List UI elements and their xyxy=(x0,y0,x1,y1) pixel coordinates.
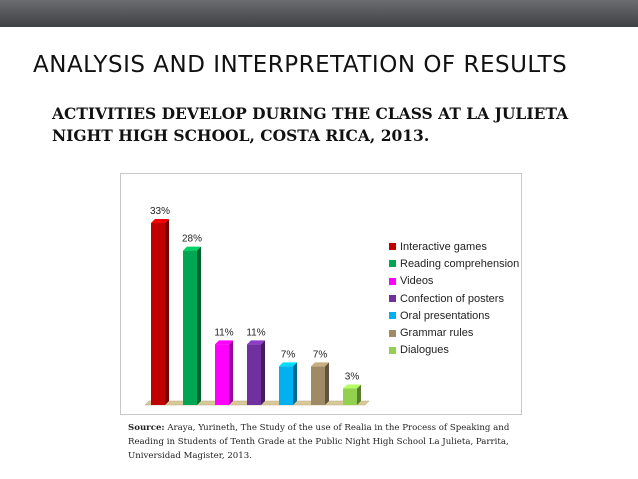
page-title: ANALYSIS AND INTERPRETATION OF RESULTS xyxy=(33,52,568,78)
bar-top-6 xyxy=(311,362,329,367)
bar-5 xyxy=(279,366,293,405)
legend-label: Confection of posters xyxy=(400,292,504,305)
legend-item: Dialogues xyxy=(389,342,519,359)
bar-side-4 xyxy=(261,340,265,405)
legend-swatch xyxy=(389,243,396,251)
bar-side-7 xyxy=(357,384,361,405)
top-bar xyxy=(0,0,638,27)
chart-area: 33% 28% 11% 11% 7% 7% 3% Interactive games Read… xyxy=(120,173,522,415)
data-label-7: 3% xyxy=(345,371,360,382)
data-label-2: 28% xyxy=(182,234,202,245)
bar-1 xyxy=(151,223,165,405)
legend-item: Grammar rules xyxy=(389,324,519,341)
bar-6 xyxy=(311,366,325,405)
source-label: Source: xyxy=(128,423,165,433)
legend-swatch xyxy=(389,295,396,303)
bar-top-3 xyxy=(215,340,233,345)
bar-2 xyxy=(183,250,197,405)
legend-label: Videos xyxy=(400,275,434,288)
chart-subtitle: ACTIVITIES DEVELOP DURING THE CLASS AT L… xyxy=(52,104,569,145)
legend-swatch xyxy=(389,346,396,354)
bar-side-5 xyxy=(293,362,297,405)
legend-swatch xyxy=(389,277,396,285)
legend-swatch xyxy=(389,329,396,337)
legend-swatch xyxy=(389,312,396,320)
bar-4 xyxy=(247,344,261,405)
bar-side-3 xyxy=(229,340,233,405)
legend-item: Oral presentations xyxy=(389,307,519,324)
source-note: Source: Araya, Yurineth, The Study of th… xyxy=(128,421,528,463)
bar-side-1 xyxy=(165,219,169,405)
legend-label: Reading comprehension xyxy=(400,257,520,270)
chart-legend: Interactive games Reading comprehension Vi… xyxy=(389,238,519,359)
legend-item: Videos xyxy=(389,273,519,290)
legend-item: Confection of posters xyxy=(389,290,519,307)
bar-top-7 xyxy=(343,384,361,389)
legend-swatch xyxy=(389,260,396,268)
bar-3 xyxy=(215,344,229,405)
data-label-5: 7% xyxy=(281,349,296,360)
data-label-3: 11% xyxy=(214,327,233,338)
legend-label: Interactive games xyxy=(400,240,487,253)
data-label-6: 7% xyxy=(313,349,328,360)
legend-label: Dialogues xyxy=(400,344,449,357)
bar-top-1 xyxy=(151,219,169,224)
bar-top-5 xyxy=(279,362,297,367)
data-label-1: 33% xyxy=(150,206,170,217)
bar-top-2 xyxy=(183,246,201,251)
legend-label: Oral presentations xyxy=(400,309,490,322)
legend-item: Reading comprehension xyxy=(389,255,519,272)
bar-side-6 xyxy=(325,362,329,405)
bar-7 xyxy=(343,388,357,405)
source-text: Araya, Yurineth, The Study of the use of… xyxy=(128,423,510,461)
data-label-4: 11% xyxy=(246,327,265,338)
bar-side-2 xyxy=(197,246,201,405)
bar-chart: 33% 28% 11% 11% 7% 7% 3% xyxy=(144,206,370,406)
legend-label: Grammar rules xyxy=(400,327,474,340)
bar-top-4 xyxy=(247,340,265,345)
legend-item: Interactive games xyxy=(389,238,519,255)
